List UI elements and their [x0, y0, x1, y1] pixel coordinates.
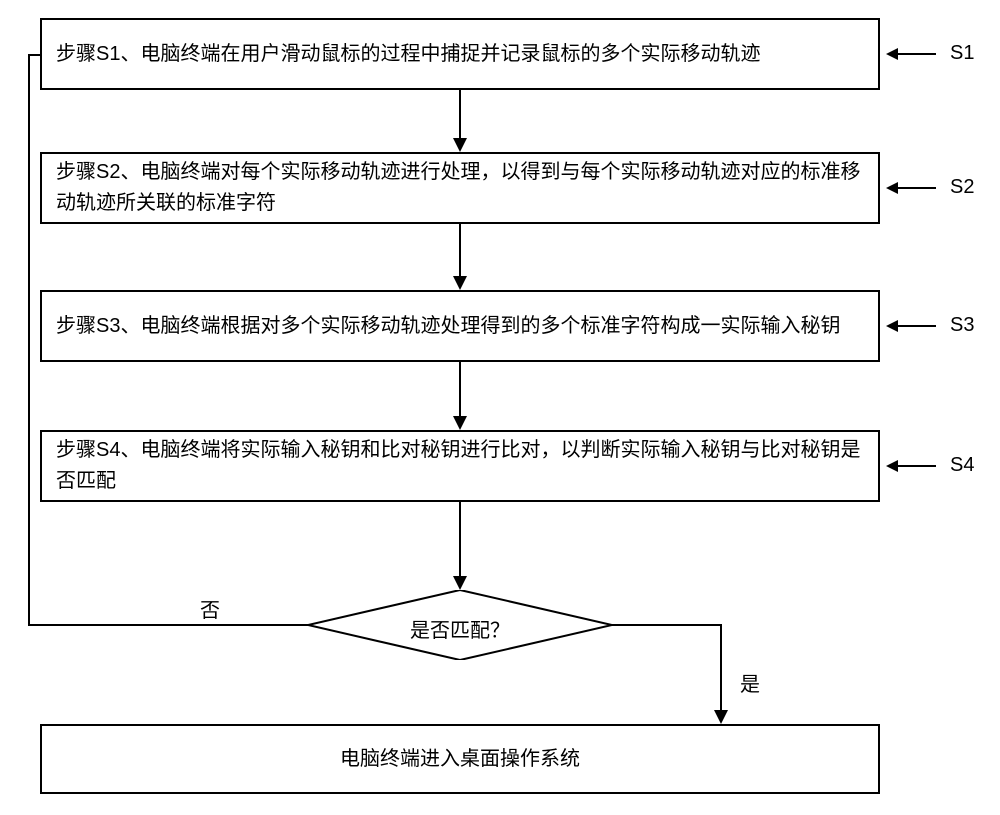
step-label-s2: S2	[950, 176, 974, 199]
arrow-head	[714, 710, 728, 724]
arrow-head	[453, 576, 467, 590]
step-text: 步骤S3、电脑终端根据对多个实际移动轨迹处理得到的多个标准字符构成一实际输入秘钥	[56, 311, 840, 342]
step-box-s4: 步骤S4、电脑终端将实际输入秘钥和比对秘钥进行比对，以判断实际输入秘钥与比对秘钥…	[40, 430, 880, 502]
no-branch-h2	[28, 54, 40, 56]
arrow-head	[453, 138, 467, 152]
step-label-s4: S4	[950, 454, 974, 477]
step-box-s2: 步骤S2、电脑终端对每个实际移动轨迹进行处理，以得到与每个实际移动轨迹对应的标准…	[40, 152, 880, 224]
s-arrow-head	[886, 182, 898, 194]
s-arrow-shaft	[898, 53, 936, 55]
step-text: 步骤S2、电脑终端对每个实际移动轨迹进行处理，以得到与每个实际移动轨迹对应的标准…	[56, 157, 864, 219]
yes-branch-v	[720, 624, 722, 710]
s-arrow-shaft	[898, 325, 936, 327]
step-text: 步骤S4、电脑终端将实际输入秘钥和比对秘钥进行比对，以判断实际输入秘钥与比对秘钥…	[56, 435, 864, 497]
yes-branch-h	[612, 624, 722, 626]
decision-text: 是否匹配？	[308, 614, 612, 643]
decision-diamond: 是否匹配？	[308, 590, 612, 660]
s-arrow-head	[886, 460, 898, 472]
final-box: 电脑终端进入桌面操作系统	[40, 724, 880, 794]
flow-arrow	[459, 362, 461, 416]
step-label-s3: S3	[950, 314, 974, 337]
no-branch-h	[28, 624, 308, 626]
s-arrow-shaft	[898, 187, 936, 189]
yes-label: 是	[740, 668, 760, 697]
s-arrow-head	[886, 48, 898, 60]
flow-arrow	[459, 90, 461, 138]
step-text: 步骤S1、电脑终端在用户滑动鼠标的过程中捕捉并记录鼠标的多个实际移动轨迹	[56, 39, 760, 70]
flow-arrow	[459, 224, 461, 276]
step-box-s1: 步骤S1、电脑终端在用户滑动鼠标的过程中捕捉并记录鼠标的多个实际移动轨迹	[40, 18, 880, 90]
arrow-head	[453, 416, 467, 430]
no-branch-v	[28, 54, 30, 626]
flow-arrow	[459, 502, 461, 576]
final-text: 电脑终端进入桌面操作系统	[340, 744, 580, 775]
s-arrow-shaft	[898, 465, 936, 467]
step-box-s3: 步骤S3、电脑终端根据对多个实际移动轨迹处理得到的多个标准字符构成一实际输入秘钥	[40, 290, 880, 362]
arrow-head	[453, 276, 467, 290]
step-label-s1: S1	[950, 42, 974, 65]
no-label: 否	[200, 594, 220, 623]
s-arrow-head	[886, 320, 898, 332]
